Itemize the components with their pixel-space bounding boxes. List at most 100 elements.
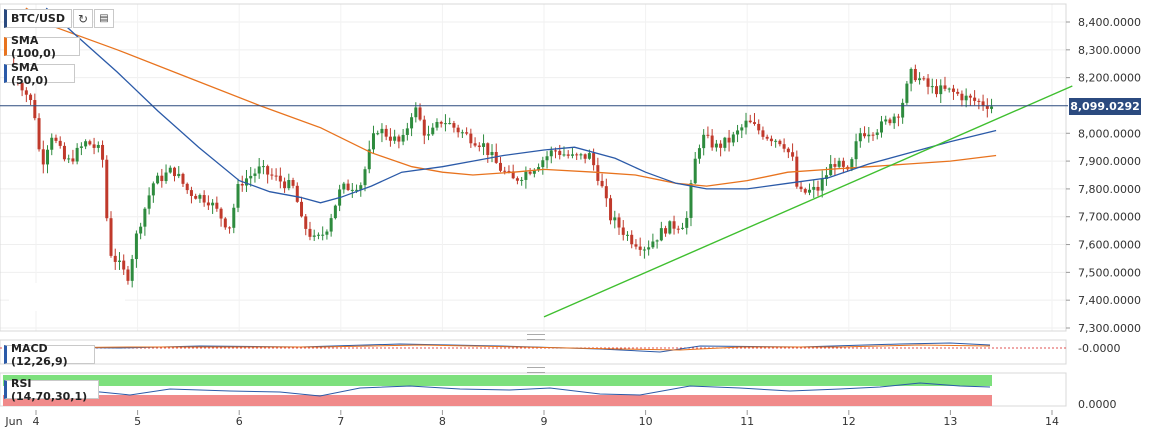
candle-body [486, 143, 490, 156]
candle-body [617, 217, 621, 228]
candle-body [261, 166, 265, 168]
rsi-resize-handle[interactable] [527, 367, 545, 373]
candle-body [79, 146, 83, 148]
candle-body [418, 107, 422, 120]
candle-body [300, 201, 304, 217]
candle-body [609, 198, 613, 221]
candle-body [270, 174, 274, 176]
candle-body [956, 91, 960, 94]
candle-body [405, 128, 409, 135]
candle-body [520, 179, 524, 181]
candle-body [888, 119, 892, 124]
candle-body [727, 137, 731, 143]
candle-body [376, 133, 380, 135]
candle-body [939, 85, 943, 95]
candle-body [460, 132, 464, 134]
candle-body [342, 183, 346, 190]
candle-body [719, 143, 723, 148]
candle-body [333, 205, 337, 219]
candle-body [532, 170, 536, 174]
candle-body [198, 195, 202, 199]
candle-body [714, 143, 718, 148]
candle-body [638, 246, 642, 250]
candle-body [325, 231, 329, 235]
x-tick-label: 14 [1045, 415, 1059, 428]
candle-body [126, 269, 130, 281]
candle-body [583, 154, 587, 159]
candle-body [371, 133, 375, 150]
sma100-tag[interactable]: SMA (100,0) [4, 34, 80, 60]
candle-body [316, 234, 320, 236]
x-tick-label: 5 [134, 415, 141, 428]
candle-body [346, 183, 350, 190]
candle-body [812, 186, 816, 190]
y-tick-label: 7,400.0000 [1078, 294, 1141, 307]
candle-body [702, 134, 706, 149]
candle-body [477, 145, 481, 147]
candle-body [101, 144, 105, 160]
candle-body [96, 144, 100, 148]
macd-signal-line [19, 344, 991, 351]
y-tick-label: 7,900.0000 [1078, 155, 1141, 168]
candle-body [482, 143, 486, 147]
candle-body [473, 143, 477, 146]
candle-body [380, 128, 384, 134]
candle-body [545, 156, 549, 161]
candle-body [901, 102, 905, 118]
refresh-button[interactable]: ↻ [73, 9, 93, 28]
candle-body [156, 175, 160, 184]
candle-body [58, 140, 62, 146]
candle-body [697, 148, 701, 159]
rsi-overbought-band [3, 375, 992, 386]
rsi-tag[interactable]: RSI (14,70,30,1) [4, 377, 99, 403]
candles-icon: ▤ [99, 13, 109, 24]
candle-body [228, 227, 232, 229]
candle-body [575, 154, 579, 156]
y-tick-label: 8,400.0000 [1078, 16, 1141, 29]
y-tick-label: 7,500.0000 [1078, 266, 1141, 279]
candle-body [909, 68, 913, 84]
chart-grid [0, 4, 1066, 331]
candle-body [642, 249, 646, 251]
candles-button[interactable]: ▤ [94, 9, 114, 28]
candle-body [448, 123, 452, 125]
candle-body [740, 127, 744, 131]
x-tick-label: 7 [337, 415, 344, 428]
macd-tag[interactable]: MACD (12,26,9) [4, 342, 95, 368]
candle-body [202, 195, 206, 203]
candle-body [257, 166, 261, 174]
candle-body [748, 120, 752, 123]
candle-body [570, 154, 574, 156]
candle-body [579, 154, 583, 156]
candle-body [604, 186, 608, 199]
macd-panel-border [0, 339, 1067, 365]
candle-body [393, 136, 397, 141]
candle-body [892, 116, 896, 124]
candle-body [977, 100, 981, 102]
candle-body [435, 121, 439, 128]
candle-body [422, 119, 426, 136]
symbol-tag[interactable]: BTC/USD [4, 9, 72, 28]
candle-body [431, 127, 435, 135]
candle-body [913, 68, 917, 81]
candle-body [71, 158, 75, 162]
candle-body [321, 234, 325, 236]
candle-body [414, 107, 418, 118]
candle-body [194, 195, 198, 199]
candle-body [84, 141, 88, 147]
candle-body [329, 218, 333, 232]
macd-resize-handle[interactable] [527, 334, 545, 340]
y-tick-label: 7,300.0000 [1078, 322, 1141, 335]
y-tick-label: 8,000.0000 [1078, 127, 1141, 140]
candle-body [304, 216, 308, 229]
candle-body [537, 167, 541, 171]
y-tick-label: 7,800.0000 [1078, 183, 1141, 196]
candle-body [134, 233, 138, 260]
candle-body [249, 175, 253, 179]
candle-body [549, 150, 553, 157]
candle-body [312, 235, 316, 237]
candle-body [968, 95, 972, 98]
candle-body [113, 255, 117, 262]
sma50-tag[interactable]: SMA (50,0) [4, 61, 75, 87]
x-axis: Jun 4 5 6 7 8 9 10 11 12 13 14 [4, 410, 1059, 428]
